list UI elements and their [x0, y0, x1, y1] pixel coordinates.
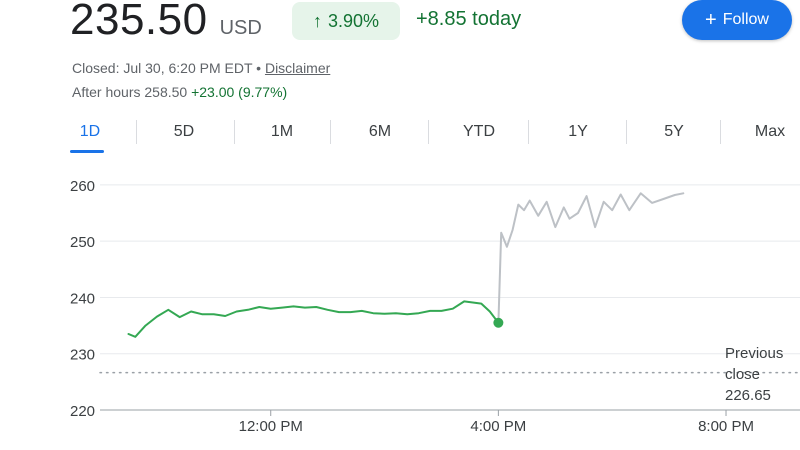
- percent-change-value: 3.90%: [327, 10, 380, 31]
- tab-1y[interactable]: 1Y: [568, 123, 588, 140]
- y-tick-label: 250: [70, 234, 95, 251]
- tab-1d[interactable]: 1D: [79, 123, 101, 140]
- follow-label: Follow: [722, 11, 769, 28]
- tab-1m[interactable]: 1M: [270, 123, 294, 140]
- tab-5y[interactable]: 5Y: [664, 123, 684, 140]
- regular-session-line: [127, 300, 500, 338]
- y-tick-label: 260: [70, 178, 95, 195]
- percent-change-badge: ↑ 3.90%: [292, 2, 400, 40]
- after-hours-info: After hours 258.50 +23.00 (9.77%): [72, 84, 287, 100]
- currency-label: USD: [219, 17, 262, 39]
- price-series: [127, 192, 685, 338]
- tab-divider: [330, 120, 331, 144]
- market-status: Closed: Jul 30, 6:20 PM EDT • Disclaimer: [72, 60, 330, 76]
- chart-gridlines: [100, 184, 800, 416]
- tab-max[interactable]: Max: [754, 123, 786, 140]
- follow-button[interactable]: + Follow: [682, 0, 792, 40]
- x-tick-label: 12:00 PM: [239, 418, 303, 435]
- tab-divider: [136, 120, 137, 144]
- close-price-point: [493, 317, 504, 328]
- tab-divider: [234, 120, 235, 144]
- after-hours-price: After hours 258.50: [72, 84, 188, 100]
- arrow-up-icon: ↑: [312, 10, 322, 31]
- y-tick-label: 220: [70, 403, 95, 420]
- y-tick-label: 240: [70, 290, 95, 307]
- price-header: 235.50 USD: [70, 0, 262, 46]
- previous-close-label: 226.65: [725, 387, 771, 404]
- after-hours-change: +23.00 (9.77%): [191, 84, 288, 100]
- plus-icon: +: [705, 9, 717, 31]
- tab-6m[interactable]: 6M: [368, 123, 392, 140]
- tab-divider: [528, 120, 529, 144]
- change-today: +8.85 today: [416, 8, 522, 30]
- previous-close-label: Previous: [725, 345, 783, 362]
- tab-divider: [720, 120, 721, 144]
- active-tab-indicator: [70, 150, 104, 153]
- previous-close-marker: Previous close 226.65: [99, 345, 800, 404]
- time-range-tabs: 1D 5D 1M 6M YTD 1Y 5Y Max: [40, 116, 800, 153]
- tab-ytd[interactable]: YTD: [463, 123, 495, 140]
- y-axis-labels: 220 230 240 250 260: [70, 178, 95, 420]
- closed-status-text: Closed: Jul 30, 6:20 PM EDT •: [72, 60, 262, 76]
- x-axis-labels: 12:00 PM 4:00 PM 8:00 PM: [239, 418, 754, 435]
- x-tick-label: 8:00 PM: [698, 418, 754, 435]
- tab-5d[interactable]: 5D: [173, 123, 195, 140]
- tab-divider: [428, 120, 429, 144]
- after-hours-line: [497, 192, 685, 324]
- current-price: 235.50: [70, 0, 208, 44]
- disclaimer-link[interactable]: Disclaimer: [264, 60, 331, 76]
- y-tick-label: 230: [70, 347, 95, 364]
- x-tick-label: 4:00 PM: [470, 418, 526, 435]
- tab-divider: [626, 120, 627, 144]
- previous-close-label: close: [725, 366, 760, 383]
